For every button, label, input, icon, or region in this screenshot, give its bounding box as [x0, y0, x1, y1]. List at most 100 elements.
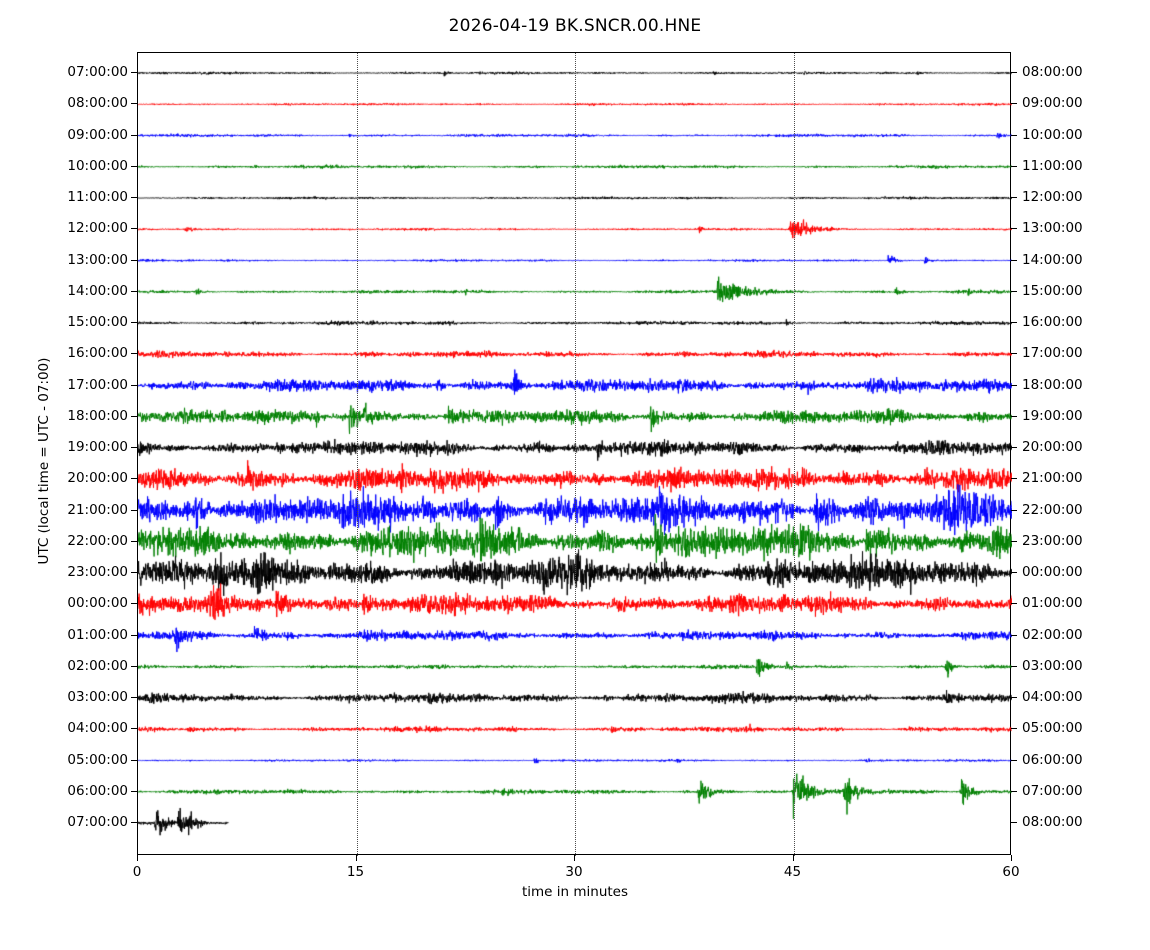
y-tick-label-left: 07:00:00	[67, 814, 128, 830]
y-tick-mark-left	[131, 572, 137, 573]
y-tick-label-right: 04:00:00	[1022, 689, 1083, 705]
y-tick-mark-left	[131, 634, 137, 636]
y-tick-mark-left	[131, 290, 137, 292]
page-title: 2026-04-19 BK.SNCR.00.HNE	[448, 16, 702, 36]
x-tick-label: 15	[346, 864, 365, 880]
y-tick-label-left: 20:00:00	[67, 470, 128, 487]
y-tick-label-right: 12:00:00	[1022, 189, 1083, 205]
x-tick-label: 60	[1002, 864, 1020, 880]
y-tick-label-right: 02:00:00	[1022, 626, 1083, 643]
y-tick-mark-left	[131, 447, 137, 448]
y-tick-mark-right	[1011, 697, 1017, 698]
y-tick-mark-left	[131, 665, 137, 667]
y-tick-label-right: 22:00:00	[1022, 501, 1083, 518]
y-tick-mark-right	[1011, 259, 1017, 261]
y-tick-mark-right	[1011, 509, 1017, 511]
y-tick-mark-left	[131, 165, 137, 167]
y-tick-label-left: 07:00:00	[67, 64, 128, 80]
y-tick-mark-left	[131, 384, 137, 386]
y-tick-label-right: 15:00:00	[1022, 282, 1083, 299]
y-tick-label-left: 09:00:00	[67, 126, 128, 143]
y-tick-mark-right	[1011, 572, 1017, 573]
y-tick-label-left: 12:00:00	[67, 220, 128, 237]
x-tick-label: 30	[565, 864, 583, 880]
y-tick-mark-left	[131, 228, 137, 230]
y-tick-mark-left	[131, 540, 137, 542]
y-tick-label-left: 23:00:00	[67, 564, 128, 580]
y-tick-mark-right	[1011, 540, 1017, 542]
y-tick-mark-right	[1011, 790, 1017, 792]
y-tick-mark-left	[131, 697, 137, 698]
y-tick-mark-left	[131, 759, 137, 761]
y-tick-label-right: 20:00:00	[1022, 439, 1083, 455]
y-tick-label-right: 17:00:00	[1022, 345, 1083, 362]
y-tick-label-right: 18:00:00	[1022, 376, 1083, 393]
gridline-vertical	[793, 53, 795, 856]
y-tick-label-left: 13:00:00	[67, 251, 128, 268]
y-tick-label-right: 14:00:00	[1022, 251, 1083, 268]
plot-axes-frame	[137, 52, 1012, 856]
x-tick-mark	[792, 855, 794, 861]
x-axis-title: time in minutes	[521, 884, 629, 900]
y-tick-mark-right	[1011, 603, 1017, 605]
y-tick-label-left: 01:00:00	[67, 626, 128, 643]
y-tick-label-right: 05:00:00	[1022, 720, 1083, 737]
y-tick-label-right: 21:00:00	[1022, 470, 1083, 487]
y-tick-label-right: 10:00:00	[1022, 126, 1083, 143]
y-tick-label-right: 07:00:00	[1022, 782, 1083, 799]
y-tick-label-left: 17:00:00	[67, 376, 128, 393]
y-tick-mark-right	[1011, 228, 1017, 230]
y-tick-mark-left	[131, 603, 137, 605]
y-tick-label-left: 16:00:00	[67, 345, 128, 362]
y-tick-mark-right	[1011, 634, 1017, 636]
y-tick-label-left: 05:00:00	[67, 751, 128, 768]
y-tick-label-right: 01:00:00	[1022, 595, 1083, 612]
y-tick-label-right: 11:00:00	[1022, 157, 1083, 174]
y-tick-label-right: 08:00:00	[1022, 64, 1083, 80]
x-tick-mark	[355, 855, 357, 861]
x-tick-mark	[574, 855, 575, 861]
y-tick-label-left: 19:00:00	[67, 439, 128, 455]
x-tick-mark	[137, 855, 138, 861]
y-tick-label-right: 13:00:00	[1022, 220, 1083, 237]
y-tick-mark-right	[1011, 353, 1017, 355]
y-tick-label-left: 15:00:00	[67, 314, 128, 330]
y-tick-mark-right	[1011, 384, 1017, 386]
y-tick-label-right: 23:00:00	[1022, 532, 1083, 549]
y-tick-mark-right	[1011, 728, 1017, 730]
gridline-vertical	[356, 53, 358, 856]
y-tick-mark-right	[1011, 197, 1017, 198]
y-tick-mark-left	[131, 822, 137, 823]
y-tick-mark-right	[1011, 290, 1017, 292]
gridline-vertical	[575, 53, 576, 856]
y-tick-mark-left	[131, 259, 137, 261]
y-tick-label-right: 03:00:00	[1022, 657, 1083, 674]
y-tick-label-left: 18:00:00	[67, 407, 128, 424]
y-tick-label-left: 11:00:00	[67, 189, 128, 205]
y-tick-label-right: 08:00:00	[1022, 814, 1083, 830]
y-tick-mark-left	[131, 509, 137, 511]
y-tick-mark-right	[1011, 478, 1017, 480]
y-tick-label-left: 22:00:00	[67, 532, 128, 549]
y-tick-mark-right	[1011, 103, 1017, 105]
y-tick-mark-left	[131, 72, 137, 73]
y-tick-mark-right	[1011, 759, 1017, 761]
y-tick-mark-right	[1011, 72, 1017, 73]
y-tick-label-left: 04:00:00	[67, 720, 128, 737]
y-tick-label-left: 02:00:00	[67, 657, 128, 674]
y-tick-mark-left	[131, 478, 137, 480]
y-tick-mark-left	[131, 790, 137, 792]
y-tick-mark-right	[1011, 134, 1017, 136]
y-tick-label-right: 16:00:00	[1022, 314, 1083, 330]
y-tick-mark-right	[1011, 322, 1017, 323]
y-tick-label-left: 14:00:00	[67, 282, 128, 299]
y-tick-mark-left	[131, 728, 137, 730]
y-tick-mark-left	[131, 415, 137, 417]
y-tick-mark-left	[131, 353, 137, 355]
x-tick-label: 0	[132, 864, 142, 880]
y-tick-mark-left	[131, 134, 137, 136]
y-tick-mark-right	[1011, 822, 1017, 823]
y-tick-label-left: 08:00:00	[67, 95, 128, 112]
y-tick-label-right: 09:00:00	[1022, 95, 1083, 112]
